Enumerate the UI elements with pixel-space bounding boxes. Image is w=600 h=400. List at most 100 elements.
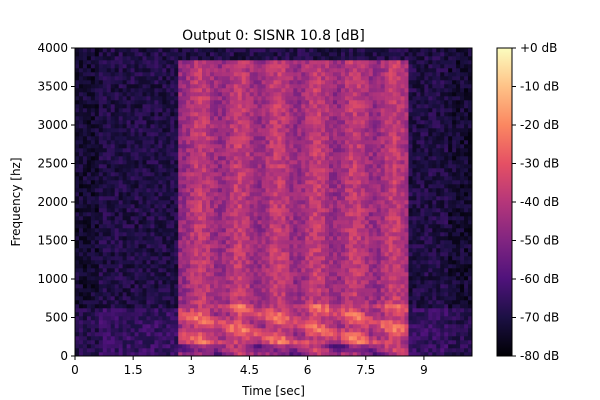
heatmap-cell [150, 236, 155, 241]
heatmap-cell [289, 200, 294, 205]
heatmap-cell [293, 304, 298, 309]
heatmap-cell [194, 320, 199, 325]
heatmap-cell [265, 156, 270, 161]
heatmap-cell [190, 88, 195, 93]
heatmap-cell [150, 288, 155, 293]
heatmap-cell [94, 180, 100, 185]
heatmap-cell [138, 272, 143, 277]
heatmap-cell [106, 216, 112, 221]
heatmap-cell [309, 76, 314, 81]
heatmap-cell [325, 84, 330, 89]
heatmap-cell [265, 120, 270, 125]
heatmap-cell [126, 296, 131, 301]
heatmap-cell [202, 220, 207, 225]
heatmap-cell [225, 200, 231, 205]
heatmap-cell [158, 180, 163, 185]
heatmap-cell [209, 188, 215, 193]
heatmap-cell [317, 292, 322, 297]
heatmap-cell [170, 248, 175, 253]
heatmap-cell [213, 156, 219, 161]
heatmap-cell [249, 148, 254, 153]
heatmap-cell [94, 284, 100, 289]
heatmap-cell [158, 132, 163, 137]
heatmap-cell [134, 100, 139, 105]
heatmap-cell [237, 336, 243, 341]
heatmap-cell [134, 68, 139, 73]
heatmap-cell [102, 176, 108, 181]
heatmap-cell [261, 240, 266, 245]
heatmap-cell [78, 308, 84, 313]
heatmap-cell [150, 344, 155, 349]
heatmap-cell [217, 308, 223, 313]
heatmap-cell [317, 56, 322, 61]
heatmap-cell [269, 88, 274, 93]
heatmap-cell [130, 140, 135, 145]
heatmap-cell [154, 352, 159, 356]
heatmap-cell [158, 232, 163, 237]
heatmap-cell [106, 264, 112, 269]
heatmap-cell [158, 184, 163, 189]
heatmap-cell [249, 120, 254, 125]
heatmap-cell [150, 224, 155, 229]
heatmap-cell [170, 92, 175, 97]
heatmap-cell [281, 328, 286, 333]
heatmap-cell [194, 88, 199, 93]
heatmap-cell [134, 216, 139, 221]
heatmap-cell [142, 116, 147, 121]
heatmap-cell [202, 328, 207, 333]
heatmap-cell [98, 184, 104, 189]
heatmap-cell [190, 240, 195, 245]
heatmap-cell [126, 156, 131, 161]
heatmap-cell [142, 156, 147, 161]
heatmap-cell [249, 48, 254, 53]
heatmap-cell [229, 84, 235, 89]
heatmap-cell [285, 296, 290, 301]
heatmap-cell [75, 80, 80, 85]
heatmap-cell [78, 156, 84, 161]
heatmap-cell [241, 308, 247, 313]
heatmap-cell [329, 200, 334, 205]
heatmap-cell [257, 116, 262, 121]
heatmap-cell [194, 260, 199, 265]
heatmap-cell [122, 352, 127, 356]
heatmap-cell [122, 256, 127, 261]
heatmap-cell [206, 240, 211, 245]
heatmap-cell [78, 100, 84, 105]
heatmap-cell [309, 232, 314, 237]
heatmap-cell [75, 156, 80, 161]
heatmap-cell [309, 196, 314, 201]
heatmap-cell [158, 312, 163, 317]
heatmap-cell [166, 212, 171, 217]
heatmap-cell [170, 348, 175, 353]
heatmap-cell [261, 144, 266, 149]
heatmap-cell [301, 268, 306, 273]
heatmap-cell [213, 336, 219, 341]
heatmap-cell [126, 112, 131, 117]
heatmap-cell [325, 184, 330, 189]
heatmap-cell [98, 136, 104, 141]
heatmap-cell [329, 328, 334, 333]
heatmap-cell [253, 160, 258, 165]
heatmap-cell [329, 88, 334, 93]
heatmap-cell [301, 320, 306, 325]
heatmap-cell [301, 56, 306, 61]
heatmap-cell [305, 136, 310, 141]
heatmap-cell [78, 72, 84, 77]
heatmap-cell [122, 100, 127, 105]
heatmap-cell [209, 64, 215, 69]
heatmap-cell [269, 196, 274, 201]
heatmap-cell [213, 276, 219, 281]
heatmap-cell [249, 64, 254, 69]
heatmap-cell [138, 332, 143, 337]
heatmap-cell [75, 272, 80, 277]
heatmap-cell [102, 224, 108, 229]
heatmap-cell [269, 112, 274, 117]
heatmap-cell [321, 92, 326, 97]
heatmap-cell [178, 196, 183, 201]
heatmap-cell [130, 156, 135, 161]
heatmap-cell [325, 336, 330, 341]
heatmap-cell [281, 160, 286, 165]
heatmap-cell [122, 240, 127, 245]
heatmap-cell [213, 224, 219, 229]
heatmap-cell [321, 220, 326, 225]
